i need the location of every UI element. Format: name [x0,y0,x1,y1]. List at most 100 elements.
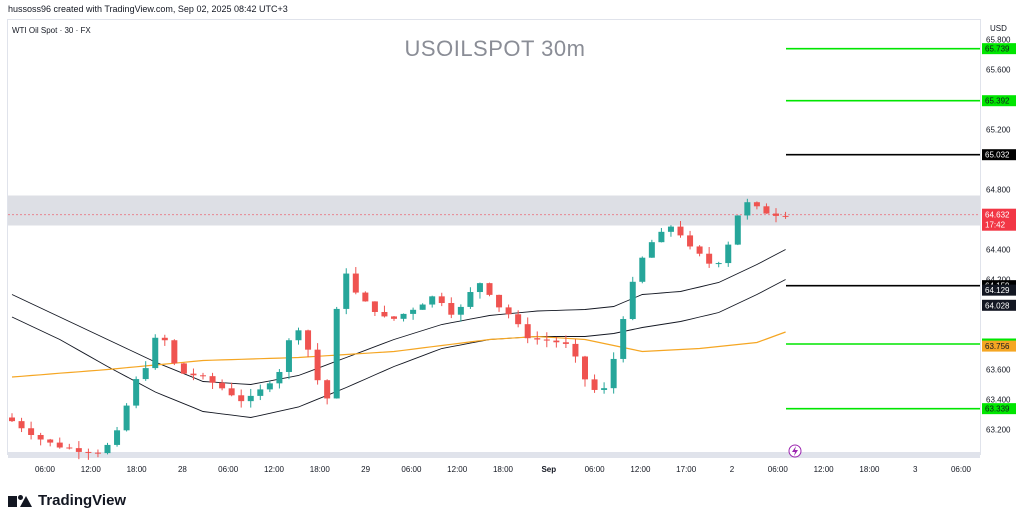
candle-body [553,340,560,343]
moving-average-line [11,331,786,378]
level-price-label: 63.339 [985,405,1010,414]
candle-body [352,273,359,293]
candle-body [773,213,779,216]
x-tick-label: 2 [730,465,735,474]
time-scale-strip [8,452,980,458]
tradingview-logo-icon [8,493,34,509]
band-upper-line [11,249,786,385]
symbol-label[interactable]: WTI Oil Spot · 30 · FX [12,26,91,35]
candle-body [476,283,483,293]
candle-body [782,215,789,217]
candle-body [190,373,197,376]
level-price-tag [982,95,1016,107]
x-tick-label: 12:00 [81,465,102,474]
candle-body [257,389,264,396]
currency-label[interactable]: USD [990,24,1007,33]
x-tick-label: 12:00 [630,465,651,474]
candle-body [142,368,149,380]
candle-body [9,417,15,422]
candle-body [295,330,302,341]
x-tick-label: Sep [541,465,556,474]
candle-body [219,382,226,389]
y-tick-label: 64.400 [986,246,1011,255]
candle-body [400,313,407,319]
candle-body [438,296,445,304]
candle-body [505,307,512,315]
level-price-label: 65.392 [985,97,1010,106]
candle-body [266,383,273,390]
x-tick-label: 18:00 [859,465,880,474]
candle-body [591,379,598,390]
candle-body [725,244,732,264]
x-tick-label: 12:00 [264,465,285,474]
candle-body [391,316,397,319]
current-price-tag [982,208,1016,231]
candle-body [457,306,464,315]
candle-body [362,292,369,302]
candle-body [66,447,73,449]
candle-body [687,235,694,247]
candle-body [238,395,245,402]
level-price-label: 65.032 [985,151,1010,160]
candle-body [496,294,503,308]
candle-body [448,303,455,315]
candle-body [276,371,283,384]
candle-body [706,253,713,264]
candle-body [419,304,426,310]
current-price-label: 64.632 [985,211,1010,220]
candle-body [161,337,168,341]
candle-body [371,301,378,312]
level-price-tag [982,43,1016,55]
y-tick-label: 64.200 [986,276,1011,285]
candle-body [123,405,130,431]
candle-body [152,337,159,369]
candle-body [333,308,340,399]
candle-body [305,330,312,350]
candle-body [610,358,617,389]
price-chart[interactable]: 65.800 65.600 65.200 64.800 64.400 64.200 63.6… [0,0,1024,490]
candle-body [639,257,646,282]
level-price-tag [982,149,1016,161]
candle-body [524,324,531,339]
candle-body [410,309,417,314]
candle-body [677,226,684,236]
tradingview-logo[interactable]: TradingView [8,492,126,509]
indicator-price-tag [982,299,1016,311]
candle-body [104,444,111,454]
x-tick-label: 29 [361,465,370,474]
candle-body [744,202,751,216]
candle-body [429,296,436,305]
x-tick-label: 18:00 [493,465,514,474]
y-tick-label: 63.400 [986,396,1011,405]
candle-body [228,388,235,396]
candle-body [75,448,82,452]
y-tick-label: 63.600 [986,366,1011,375]
candle-body [247,395,254,402]
candle-body [629,281,636,320]
candle-body [314,349,321,381]
lightning-glyph-icon [792,446,798,456]
candle-body [467,292,474,307]
candle-body [37,434,44,440]
level-price-label: 65.739 [985,45,1010,54]
candle-body [209,376,216,383]
indicator-price-tag [982,340,1016,352]
indicator-price-label: 64.129 [985,286,1010,295]
x-tick-label: 3 [913,465,918,474]
x-tick-label: 12:00 [814,465,835,474]
candle-body [94,452,101,454]
candle-body [763,206,770,214]
candle-body [658,231,665,243]
candle-body [601,388,608,390]
brand-label: TradingView [38,492,127,509]
y-tick-label: 64.800 [986,186,1011,195]
candle-body [56,442,63,448]
candle-body [543,339,550,341]
band-lower-line [11,279,786,418]
y-tick-label: 65.600 [986,66,1011,75]
indicator-price-tag [982,284,1016,296]
x-tick-label: 28 [178,465,187,474]
candle-body [133,379,140,406]
candle-body [381,311,388,317]
x-tick-label: 06:00 [218,465,239,474]
